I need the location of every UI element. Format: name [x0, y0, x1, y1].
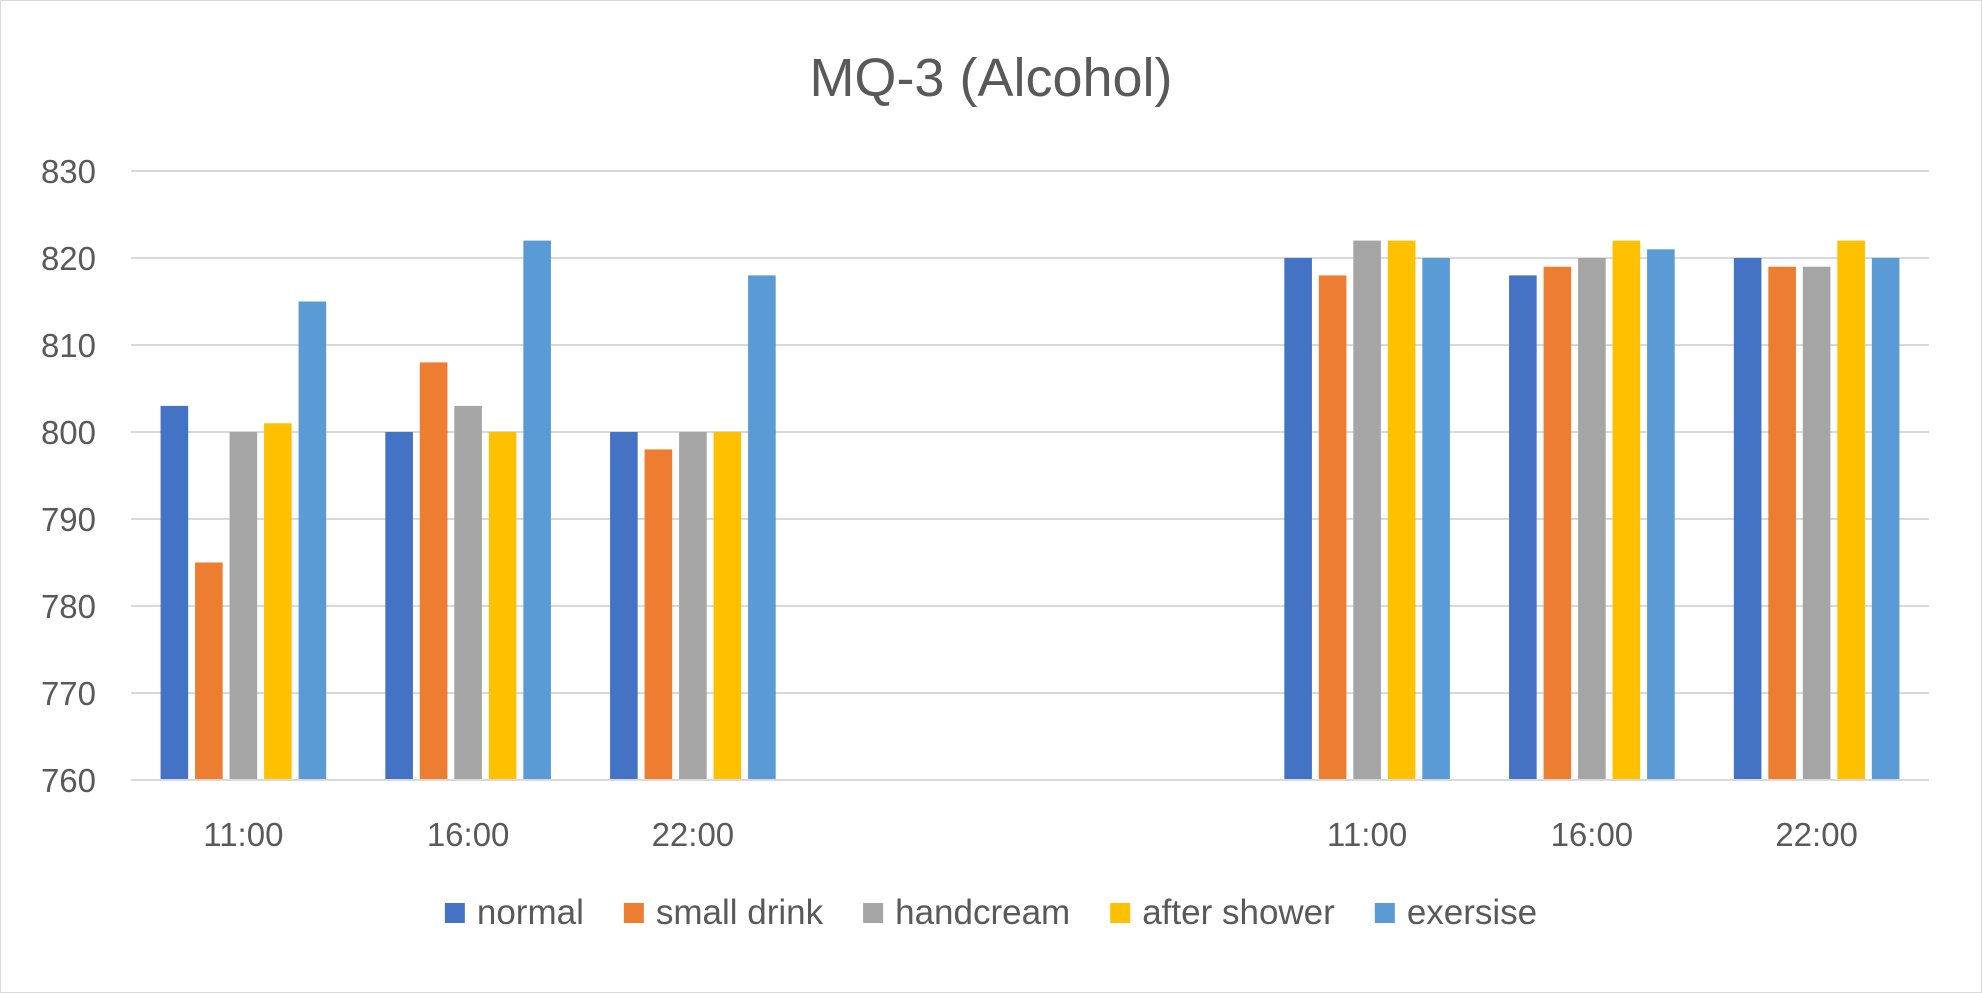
- bar-handcream: [679, 432, 707, 780]
- bar-normal: [385, 432, 413, 780]
- x-tick-label: 16:00: [1551, 816, 1634, 853]
- bar-after-shower: [264, 423, 292, 780]
- bar-exersise: [1871, 258, 1900, 780]
- legend-label: exersise: [1407, 893, 1537, 932]
- chart-title: MQ-3 (Alcohol): [809, 48, 1172, 108]
- y-tick-label: 800: [41, 414, 96, 451]
- y-tick-label: 830: [41, 153, 96, 190]
- x-tick-label: 11:00: [1327, 816, 1407, 853]
- legend-swatch: [444, 903, 465, 923]
- y-tick-label: 820: [41, 240, 96, 277]
- legend-swatch: [1110, 903, 1131, 923]
- bars: [160, 240, 1900, 781]
- bar-after-shower: [1387, 240, 1416, 781]
- bar-normal: [1733, 258, 1762, 780]
- bar-small-drink: [419, 362, 448, 780]
- y-tick-label: 790: [41, 501, 96, 538]
- bar-small-drink: [195, 562, 223, 780]
- x-tick-label: 16:00: [427, 816, 510, 853]
- bar-exersise: [1422, 258, 1450, 780]
- bar-exersise: [298, 301, 327, 780]
- bar-small-drink: [1768, 266, 1796, 780]
- bar-small-drink: [1543, 266, 1572, 780]
- bar-exersise: [523, 240, 551, 781]
- legend-swatch: [1374, 903, 1395, 923]
- bar-exersise: [748, 275, 776, 780]
- bar-after-shower: [1612, 240, 1641, 781]
- x-axis-ticks: 11:00 16:00 22:00 11:00 16:00 22:00: [203, 816, 1858, 853]
- legend: normal small drink handcream after shower ex…: [444, 893, 1537, 932]
- legend-label: handcream: [895, 893, 1070, 932]
- bar-handcream: [454, 405, 482, 780]
- bar-normal: [1509, 275, 1537, 780]
- x-tick-label: 11:00: [203, 816, 283, 853]
- bar-handcream: [229, 432, 258, 780]
- bar-exersise: [1647, 249, 1675, 781]
- bar-normal: [610, 432, 638, 780]
- legend-label: normal: [477, 893, 584, 932]
- y-tick-label: 760: [41, 762, 96, 799]
- bar-after-shower: [713, 432, 742, 780]
- x-tick-label: 22:00: [1775, 816, 1858, 853]
- legend-swatch: [863, 903, 884, 923]
- bar-handcream: [1802, 266, 1831, 780]
- bar-small-drink: [644, 449, 673, 780]
- bar-small-drink: [1318, 275, 1347, 780]
- legend-label: small drink: [656, 893, 824, 932]
- y-tick-label: 810: [41, 327, 96, 364]
- bar-normal: [160, 405, 189, 780]
- x-tick-label: 22:00: [652, 816, 735, 853]
- legend-swatch: [623, 903, 644, 923]
- bar-after-shower: [1837, 240, 1865, 781]
- bar-handcream: [1353, 240, 1381, 781]
- bar-handcream: [1578, 258, 1606, 780]
- legend-label: after shower: [1142, 893, 1335, 932]
- y-tick-label: 770: [41, 675, 96, 712]
- y-axis-ticks: 760 770 780 790 800 810 820 830: [41, 153, 96, 799]
- bar-normal: [1284, 258, 1312, 780]
- y-tick-label: 780: [41, 588, 96, 625]
- bar-after-shower: [488, 432, 517, 780]
